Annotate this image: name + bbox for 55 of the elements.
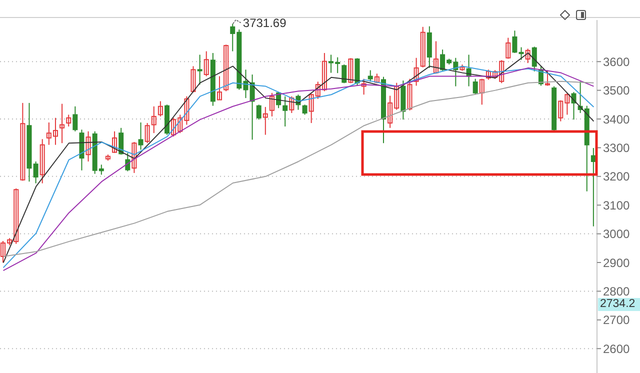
candlestick	[361, 78, 366, 96]
y-tick-label: 2800	[603, 284, 630, 298]
candlestick	[590, 148, 596, 227]
y-tick-label: 3100	[603, 198, 630, 212]
candlestick	[40, 138, 45, 184]
candlestick	[506, 37, 511, 60]
candlestick	[138, 122, 144, 150]
candlestick	[414, 57, 419, 86]
candlestick	[118, 127, 124, 156]
candlestick	[420, 26, 426, 68]
candlestick	[289, 96, 294, 114]
candlestick	[60, 103, 65, 144]
y-tick-label: 3300	[603, 140, 630, 155]
candlestick	[125, 152, 130, 172]
candlestick	[197, 54, 202, 86]
y-tick-label: 3000	[603, 227, 630, 242]
candlestick	[262, 106, 268, 136]
candlestick	[518, 46, 524, 60]
candlestick	[407, 78, 412, 111]
y-tick-label: 3200	[603, 170, 630, 184]
candlestick	[72, 106, 78, 132]
candlestick	[525, 48, 530, 64]
candlestick	[204, 50, 209, 77]
candlestick	[302, 104, 308, 116]
candlestick	[112, 130, 118, 154]
candlestick	[368, 70, 373, 82]
candlestick	[479, 78, 484, 106]
candlestick	[348, 58, 354, 84]
candlestick	[472, 78, 478, 96]
y-tick-label: 3400	[603, 112, 630, 126]
y-tick-label: 3500	[603, 84, 630, 98]
candlestick	[374, 73, 380, 84]
candlestick	[86, 130, 91, 162]
candlestick	[224, 44, 229, 92]
candlestick	[158, 100, 163, 117]
y-tick-label: 3600	[603, 54, 630, 69]
candlestick	[66, 114, 72, 127]
candlestick	[512, 30, 518, 54]
candlestick	[132, 141, 137, 174]
text: 2734.2	[598, 298, 640, 311]
y-tick-label: 2600	[603, 342, 630, 356]
candlestick	[433, 40, 438, 74]
candlestick	[20, 102, 26, 182]
candlestick	[216, 76, 222, 100]
candlestick	[269, 92, 274, 117]
candlestick	[33, 160, 38, 184]
y-tick-label: 2700	[603, 313, 630, 328]
candlestick	[256, 104, 262, 120]
candlestick	[282, 96, 288, 127]
candlestick	[354, 58, 360, 86]
annotation: 3731.69	[242, 16, 287, 30]
candlestick	[190, 66, 196, 93]
candlestick	[532, 46, 537, 72]
candlestick	[545, 70, 550, 86]
y-tick-label: 2900	[603, 256, 630, 270]
